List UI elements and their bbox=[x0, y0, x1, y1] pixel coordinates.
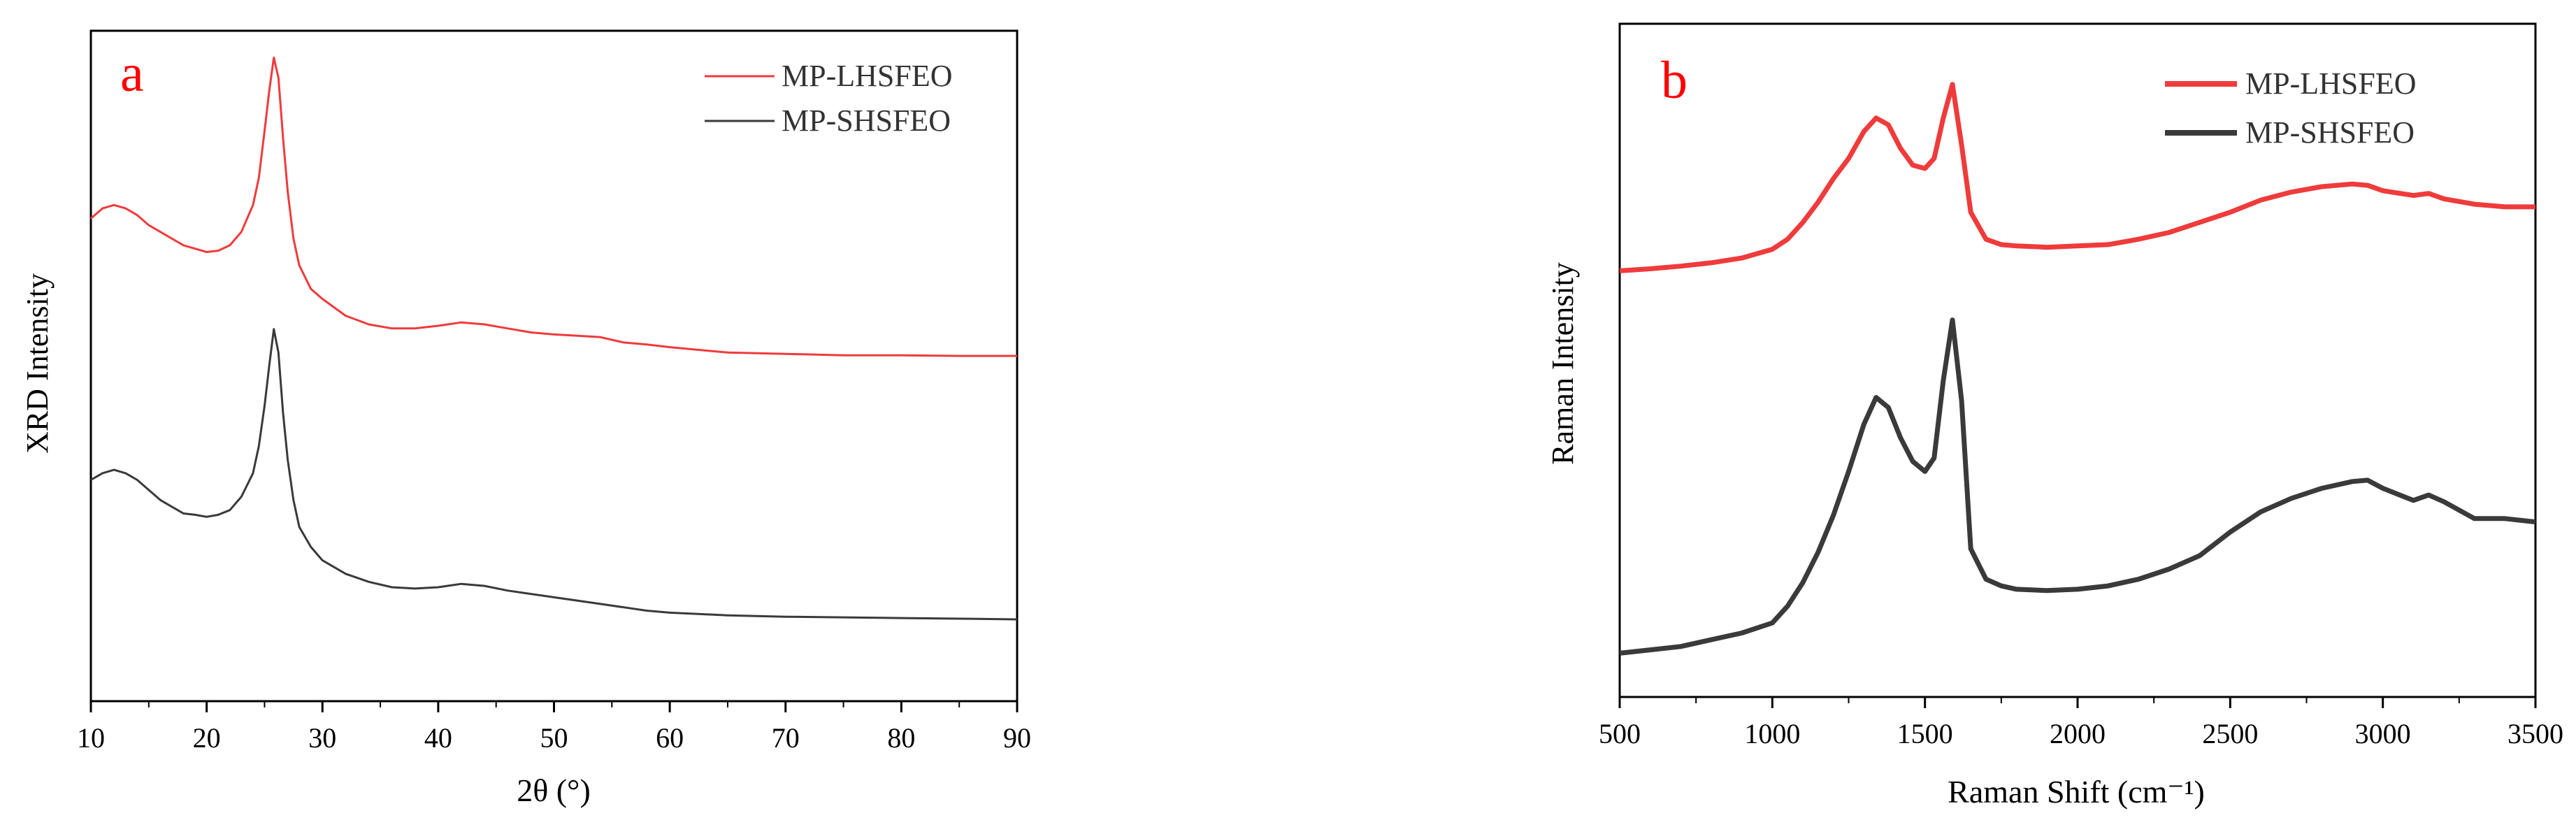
legend-label-a-0: MP-LHSFEO bbox=[782, 59, 953, 93]
x-tick-label-b-3: 2000 bbox=[2050, 718, 2106, 749]
series-line-b-1 bbox=[1619, 317, 2536, 656]
x-tick-label-b-4: 2500 bbox=[2202, 718, 2258, 749]
x-axis-ticks-b bbox=[1618, 697, 2537, 708]
x-tick-labels-b: 500 1000 1500 2000 2500 3000 3500 bbox=[1599, 718, 2563, 749]
series-group-a bbox=[90, 56, 1018, 621]
legend-label-b-0: MP-LHSFEO bbox=[2245, 66, 2417, 101]
x-tick-label-a-2: 30 bbox=[308, 722, 336, 754]
x-tick-label-a-7: 80 bbox=[887, 722, 915, 754]
x-tick-label-a-3: 40 bbox=[424, 722, 452, 754]
x-axis-ticks-a bbox=[89, 701, 1019, 712]
x-tick-label-a-5: 60 bbox=[656, 722, 684, 754]
panel-label-b: b bbox=[1661, 51, 1688, 110]
x-tick-label-b-6: 3500 bbox=[2507, 718, 2563, 749]
chart-panel-a: 10 20 30 40 50 60 70 80 90 a MP-LHSFEO MP-SHSFEO… bbox=[20, 29, 1031, 808]
x-tick-label-a-8: 90 bbox=[1003, 722, 1031, 754]
series-line-a-1 bbox=[90, 328, 1018, 621]
x-tick-label-b-5: 3000 bbox=[2355, 718, 2411, 749]
x-tick-labels-a: 10 20 30 40 50 60 70 80 90 bbox=[77, 722, 1031, 754]
series-line-b-0 bbox=[1619, 82, 2535, 273]
panel-label-a: a bbox=[120, 44, 144, 103]
x-tick-label-b-1: 1000 bbox=[1744, 718, 1800, 749]
x-tick-label-a-4: 50 bbox=[540, 722, 568, 754]
y-axis-label-a: XRD Intensity bbox=[20, 273, 55, 454]
x-tick-label-b-2: 1500 bbox=[1897, 718, 1953, 749]
x-tick-label-a-6: 70 bbox=[772, 722, 800, 754]
y-axis-label-b: Raman Intensity bbox=[1546, 262, 1580, 465]
x-tick-label-b-0: 500 bbox=[1599, 718, 1641, 749]
legend-label-a-1: MP-SHSFEO bbox=[782, 103, 951, 138]
series-line-a-0 bbox=[90, 56, 1017, 357]
legend-label-b-1: MP-SHSFEO bbox=[2245, 115, 2415, 150]
chart-panel-b: 500 1000 1500 2000 2500 3000 3500 b MP-LHSFEO … bbox=[1546, 22, 2563, 810]
x-axis-label-a: 2θ (°) bbox=[517, 772, 591, 808]
x-tick-label-a-1: 20 bbox=[193, 722, 221, 754]
x-axis-label-b: Raman Shift (cm⁻¹) bbox=[1948, 774, 2205, 810]
x-tick-label-a-0: 10 bbox=[77, 722, 105, 754]
series-group-b bbox=[1619, 82, 2536, 656]
